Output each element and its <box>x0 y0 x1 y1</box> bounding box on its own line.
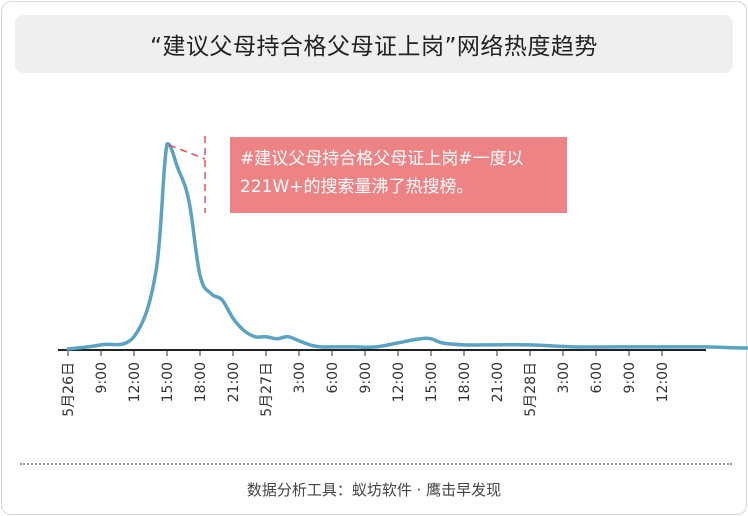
x-tick-label: 21:00 <box>490 362 506 402</box>
x-tick-label: 6:00 <box>325 362 341 393</box>
x-tick-label: 3:00 <box>556 362 572 393</box>
leader-line <box>168 144 206 160</box>
series-line <box>66 142 748 351</box>
x-tick-label: 21:00 <box>226 362 242 402</box>
callout-leader <box>168 136 206 213</box>
x-tick-label: 12:00 <box>655 362 671 402</box>
x-axis-tick-labels: 5月26日 9:00 12:00 15:00 18:00 21:00 5月27日 3:00 6:… <box>61 362 671 417</box>
chart-title: “建议父母持合格父母证上岗”网络热度趋势 <box>150 34 598 60</box>
x-tick-label: 6:00 <box>589 362 605 393</box>
x-tick-label: 18:00 <box>193 362 209 402</box>
x-tick-label: 9:00 <box>94 362 110 393</box>
x-tick-label: 5月28日 <box>523 362 539 417</box>
annotation-text: #建议父母持合格父母证上岗#一度以221W+的搜索量沸了热搜榜。 <box>240 149 524 197</box>
x-tick-label: 12:00 <box>391 362 407 402</box>
x-tick-label: 18:00 <box>457 362 473 402</box>
x-tick-label: 9:00 <box>622 362 638 393</box>
x-tick-label: 15:00 <box>160 362 176 402</box>
x-tick-label: 12:00 <box>127 362 143 402</box>
title-bar: “建议父母持合格父母证上岗”网络热度趋势 <box>15 15 733 73</box>
x-tick-label: 3:00 <box>292 362 308 393</box>
x-tick-label: 5月27日 <box>259 362 275 417</box>
x-tick-label: 15:00 <box>424 362 440 402</box>
x-tick-label: 9:00 <box>358 362 374 393</box>
source-credit: 数据分析工具：蚁坊软件 · 鹰击早发现 <box>246 481 502 499</box>
annotation-callout: #建议父母持合格父母证上岗#一度以221W+的搜索量沸了热搜榜。 <box>230 137 567 213</box>
x-tick-label: 5月26日 <box>61 362 77 417</box>
footer-divider <box>20 463 732 465</box>
